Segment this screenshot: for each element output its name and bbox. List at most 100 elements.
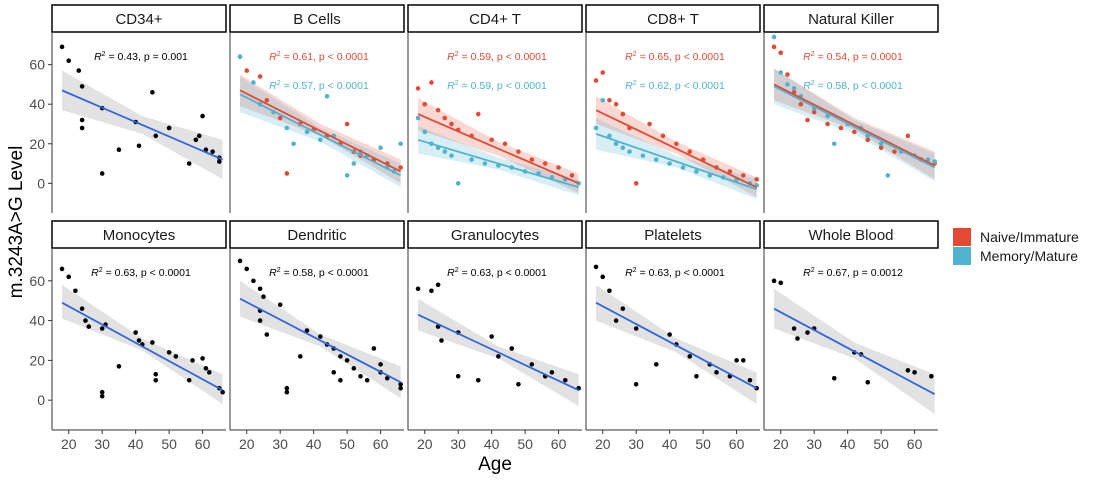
annotation-stats: = 0.58, p < 0.0001 (815, 80, 903, 92)
x-tick-label: 20 (239, 436, 255, 452)
fit-line (595, 133, 757, 191)
data-point (647, 121, 652, 127)
data-point (620, 145, 626, 151)
confidence-band (596, 96, 757, 198)
data-point (687, 354, 693, 359)
data-point (516, 149, 521, 154)
legend-label: Memory/Mature (980, 248, 1078, 264)
annotation-r-symbol: R (447, 80, 455, 92)
panel-strip (229, 4, 405, 33)
data-point (66, 274, 72, 280)
data-point (932, 159, 937, 164)
data-point (200, 113, 205, 119)
annotation-r-symbol: R (625, 51, 633, 63)
fit-line (61, 89, 224, 161)
data-point (593, 125, 599, 131)
annotation-superscript: 2 (455, 51, 459, 58)
data-point (291, 141, 296, 147)
x-tick-label: 40 (484, 436, 500, 452)
data-point (150, 340, 155, 345)
annotation-r-symbol: R (447, 51, 455, 63)
annotation-superscript: 2 (811, 267, 815, 274)
data-point (805, 117, 810, 123)
data-point (620, 306, 626, 311)
data-point (203, 366, 209, 371)
x-tick-label: 50 (339, 436, 355, 452)
data-point (653, 157, 659, 162)
annotation-r-symbol: R (269, 267, 277, 279)
panel-title: Platelets (644, 227, 702, 244)
data-point (714, 370, 719, 375)
x-tick-label: 30 (272, 436, 288, 452)
data-point (133, 330, 138, 335)
data-point (378, 145, 383, 151)
x-tick-label: 20 (595, 436, 611, 452)
data-point (905, 133, 911, 139)
data-point (929, 373, 934, 379)
annotation-stats: = 0.63, p < 0.0001 (459, 267, 547, 279)
data-point (613, 101, 619, 107)
annotation-superscript: 2 (102, 51, 106, 58)
data-point (878, 141, 884, 147)
panel-data (237, 54, 403, 188)
x-tick-label: 30 (806, 436, 822, 452)
x-tick-label: 50 (161, 436, 177, 452)
x-tick-label: 40 (662, 436, 678, 452)
data-point (364, 377, 370, 383)
data-point (429, 288, 434, 294)
data-point (694, 169, 699, 174)
annotation-stats: = 0.63, p < 0.0001 (637, 267, 725, 279)
annotation-stats: = 0.43, p = 0.001 (106, 51, 188, 63)
panel-data (771, 34, 937, 182)
data-point (338, 354, 343, 359)
y-tick-label: 60 (29, 57, 45, 73)
data-point (607, 288, 612, 294)
data-point (600, 70, 606, 75)
x-tick-label: 60 (551, 436, 567, 452)
data-point (398, 141, 403, 147)
data-point (237, 258, 243, 264)
panel-strip (229, 220, 405, 249)
data-point (694, 373, 699, 379)
data-point (284, 385, 290, 391)
panel-title: Granulocytes (451, 227, 539, 244)
data-point (116, 147, 122, 153)
annotation-0: R2 = 0.63, p < 0.0001 (447, 267, 547, 279)
data-point (633, 381, 639, 387)
panel-data (237, 258, 403, 399)
x-tick-label: 60 (195, 436, 211, 452)
panel-strip (51, 4, 227, 33)
data-point (912, 370, 917, 375)
data-point (251, 278, 256, 284)
annotation-0: R2 = 0.54, p = 0.0001 (803, 51, 903, 63)
annotation-superscript: 2 (277, 267, 281, 274)
panel-data (59, 266, 225, 405)
data-point (785, 82, 790, 87)
fit-line (417, 113, 580, 185)
panel-title: B Cells (293, 11, 341, 28)
x-tick-label: 20 (61, 436, 77, 452)
data-point (237, 54, 243, 60)
legend-swatch (953, 247, 971, 265)
data-point (680, 165, 686, 170)
annotation-r-symbol: R (269, 51, 277, 63)
x-tick-label: 60 (729, 436, 745, 452)
data-point (297, 354, 303, 359)
data-point (489, 334, 494, 339)
data-point (200, 356, 205, 361)
panel-strip (51, 220, 227, 249)
annotation-superscript: 2 (633, 51, 637, 58)
data-point (415, 86, 421, 91)
fit-line (773, 85, 936, 169)
panel-strip (585, 4, 761, 33)
data-point (304, 328, 310, 333)
data-point (244, 266, 250, 272)
data-point (740, 358, 746, 363)
panel-title: CD8+ T (647, 11, 699, 28)
x-axis-title: Age (478, 454, 512, 475)
panel-strip (763, 4, 939, 33)
data-point (331, 370, 337, 375)
annotation-stats: = 0.62, p < 0.0001 (637, 80, 725, 92)
confidence-band (596, 118, 757, 200)
data-point (76, 68, 82, 73)
